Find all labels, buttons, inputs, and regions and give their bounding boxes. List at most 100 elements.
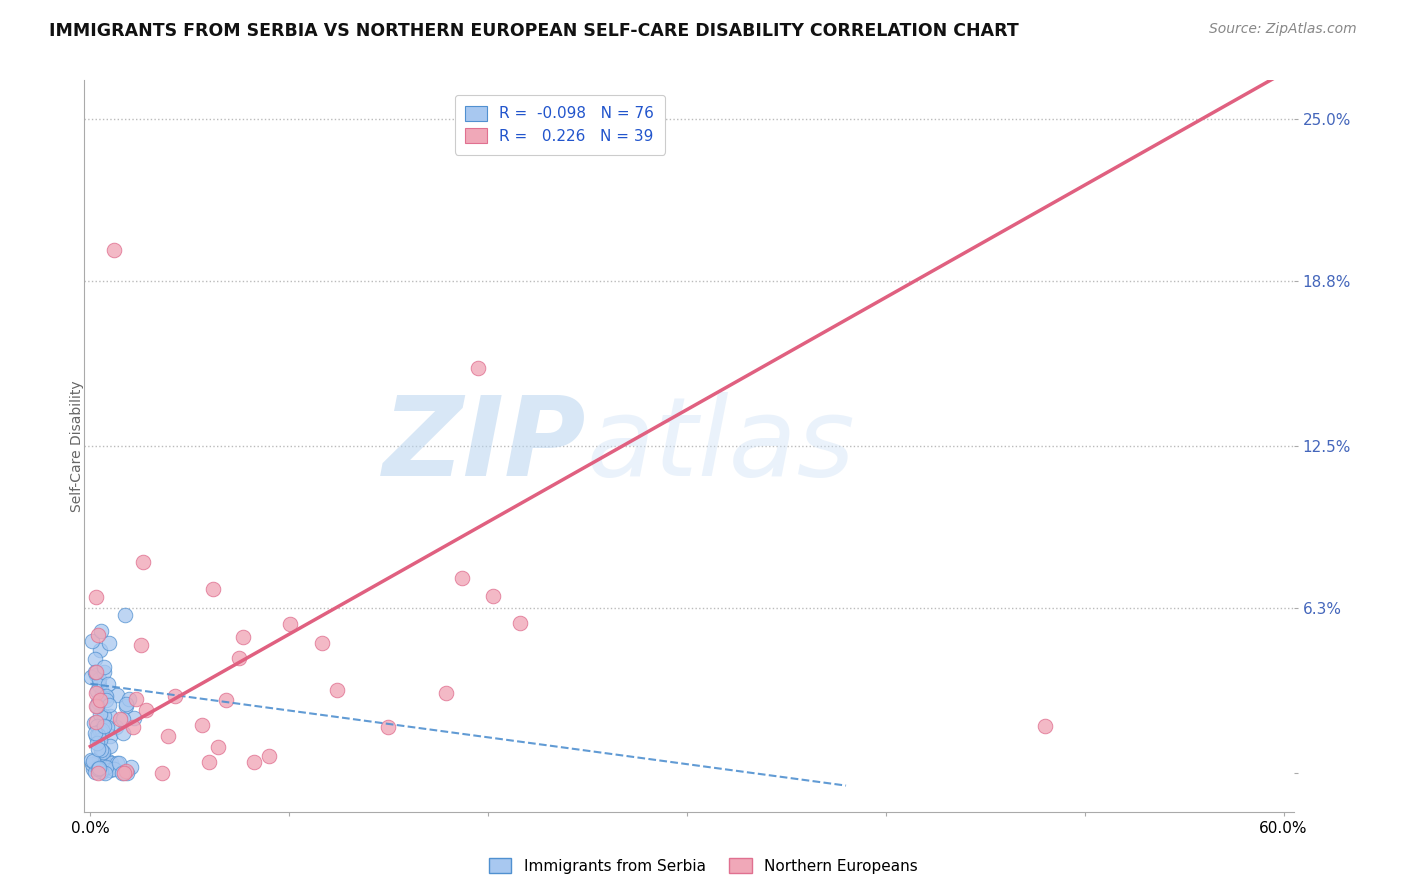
Point [86,730,108,744]
Point [257,748,280,763]
Point [215,693,238,707]
Point [94,761,117,775]
Point [228,651,250,665]
Point [87,762,110,776]
Point [98,739,121,753]
Point [93,660,115,674]
Legend: Immigrants from Serbia, Northern Europeans: Immigrants from Serbia, Northern Europea… [482,852,924,880]
Point [98,636,121,650]
Point [84,652,107,666]
Point [129,639,152,653]
Point [93,709,115,723]
Point [86,684,108,698]
Point [93,745,115,759]
Point [118,692,141,706]
Point [122,711,145,725]
Point [135,703,157,717]
Point [243,755,266,769]
Point [83,715,105,730]
Point [89,643,111,657]
Point [93,719,115,733]
Point [87,762,110,776]
Point [84,698,107,713]
Point [89,706,111,721]
Point [84,665,107,680]
Point [114,698,136,713]
Point [91,723,114,738]
Point [115,765,138,780]
Point [132,555,155,569]
Point [98,708,121,723]
Point [90,745,112,759]
Point [157,729,180,743]
Point [103,243,125,257]
Point [94,689,117,703]
Point [482,590,505,604]
Point [1033,718,1056,732]
Text: Source: ZipAtlas.com: Source: ZipAtlas.com [1209,22,1357,37]
Point [82,754,104,768]
Text: atlas: atlas [586,392,855,500]
Point [80,670,103,684]
Point [82,762,104,776]
Point [91,685,114,699]
Point [80,756,103,771]
Point [105,756,128,770]
Point [84,764,107,779]
Point [87,742,110,756]
Point [84,590,107,604]
Point [91,764,114,779]
Point [98,698,121,712]
Point [89,693,111,707]
Point [108,712,131,726]
Point [311,635,333,649]
Point [94,760,117,774]
Point [120,759,142,773]
Point [451,571,474,585]
Point [100,756,122,770]
Point [94,765,117,780]
Point [108,756,131,770]
Point [84,668,107,682]
Point [509,615,531,630]
Point [97,754,120,768]
Point [93,665,115,679]
Point [112,713,135,727]
Point [207,739,229,754]
Point [114,764,136,779]
Point [97,677,120,691]
Point [201,582,224,596]
Text: ZIP: ZIP [382,392,586,500]
Point [90,624,112,638]
Point [278,617,301,632]
Point [467,360,489,375]
Legend: R =  -0.098   N = 76, R =   0.226   N = 39: R = -0.098 N = 76, R = 0.226 N = 39 [454,95,665,154]
Point [83,726,105,740]
Point [105,720,128,734]
Point [103,762,125,776]
Point [87,628,110,642]
Point [91,748,114,763]
Point [152,765,174,780]
Point [115,697,138,711]
Point [98,730,121,744]
Point [86,694,108,708]
Point [87,672,110,686]
Point [90,743,112,757]
Point [232,630,254,644]
Point [91,714,114,728]
Point [90,764,112,779]
Point [326,682,349,697]
Point [112,726,135,740]
Point [86,719,108,733]
Point [198,755,221,769]
Point [191,718,214,732]
Y-axis label: Self-Care Disability: Self-Care Disability [70,380,84,512]
Point [84,686,107,700]
Point [87,751,110,765]
Point [94,693,117,707]
Point [86,736,108,750]
Point [121,720,143,734]
Point [87,760,110,774]
Point [89,724,111,739]
